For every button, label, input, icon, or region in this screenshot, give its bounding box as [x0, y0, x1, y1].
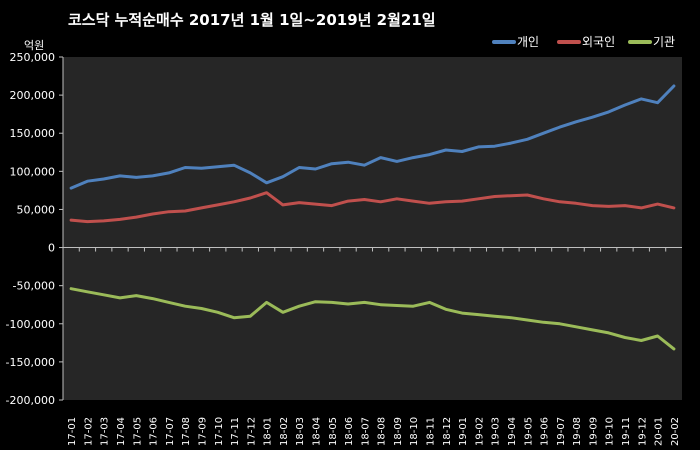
- y-tick-label: 250,000: [10, 51, 56, 64]
- y-tick-label: 50,000: [17, 203, 56, 216]
- x-tick-label: 17-12: [246, 417, 257, 446]
- x-tick-label: 17-08: [181, 417, 192, 446]
- series-lines: [69, 84, 676, 351]
- x-tick-label: 19-07: [556, 417, 567, 446]
- x-tick-label: 18-08: [377, 417, 388, 446]
- x-tick-label: 20-02: [670, 417, 681, 446]
- x-tick-label: 19-10: [605, 417, 616, 446]
- series-line-개인: [69, 84, 676, 190]
- x-tick-label: 18-07: [360, 417, 371, 446]
- x-tick-label: 18-01: [263, 417, 274, 446]
- plot-area: [63, 57, 682, 400]
- x-tick-label: 18-10: [409, 417, 420, 446]
- x-tick-label: 18-12: [442, 417, 453, 446]
- y-axis: 250,000 200,000 150,000 100,000 50,000 0 -50,0…: [6, 51, 64, 407]
- series-line-외국인: [69, 191, 676, 224]
- x-tick-label: 17-11: [230, 417, 241, 446]
- x-tick-label: 19-09: [588, 417, 599, 446]
- y-tick-label: -200,000: [6, 394, 55, 407]
- x-tick-label: 19-06: [540, 417, 551, 446]
- y-tick-label: 200,000: [10, 89, 56, 102]
- x-tick-label: 17-07: [165, 417, 176, 446]
- x-tick-label: 17-09: [197, 417, 208, 446]
- x-tick-label: 19-04: [507, 417, 518, 446]
- y-tick-label: 150,000: [10, 127, 56, 140]
- x-tick-label: 19-02: [474, 417, 485, 446]
- x-tick-label: 18-06: [344, 417, 355, 446]
- x-tick-label: 17-06: [149, 417, 160, 446]
- x-tick-label: 19-05: [523, 417, 534, 446]
- x-tick-label: 19-03: [491, 417, 502, 446]
- x-tick-label: 17-10: [214, 417, 225, 446]
- x-axis: 17-01 17-02 17-03 17-04 17-05 17-06 17-07 17-08…: [62, 247, 682, 446]
- y-axis-unit-label: 억원: [24, 39, 44, 52]
- legend: 개인 외국인 기관: [492, 35, 675, 49]
- x-tick-label: 17-01: [67, 417, 78, 446]
- y-tick-label: -150,000: [6, 356, 55, 369]
- y-tick-label: -100,000: [6, 318, 55, 331]
- x-tick-label: 19-08: [572, 417, 583, 446]
- x-tick-label: 18-09: [393, 417, 404, 446]
- x-tick-label: 18-05: [328, 417, 339, 446]
- x-tick-label: 19-12: [637, 417, 648, 446]
- x-tick-label: 17-03: [100, 417, 111, 446]
- x-tick-label: 17-02: [83, 417, 94, 446]
- x-tick-label: 20-01: [654, 417, 665, 446]
- x-tick-label: 17-04: [116, 417, 127, 446]
- y-tick-label: 100,000: [10, 165, 56, 178]
- chart-title: 코스닥 누적순매수 2017년 1월 1일~2019년 2월21일: [68, 11, 436, 29]
- y-tick-label: -50,000: [13, 280, 55, 293]
- x-tick-label: 18-11: [426, 417, 437, 446]
- x-tick-label: 17-05: [132, 417, 143, 446]
- legend-label: 개인: [517, 35, 539, 49]
- x-tick-label: 18-02: [279, 417, 290, 446]
- x-tick-label: 19-01: [458, 417, 469, 446]
- legend-label: 외국인: [582, 35, 615, 49]
- x-tick-label: 19-11: [621, 417, 632, 446]
- legend-label: 기관: [653, 35, 675, 49]
- y-tick-label: 0: [48, 242, 55, 255]
- series-line-기관: [69, 287, 676, 351]
- x-tick-label: 18-04: [311, 417, 322, 446]
- x-tick-label: 18-03: [295, 417, 306, 446]
